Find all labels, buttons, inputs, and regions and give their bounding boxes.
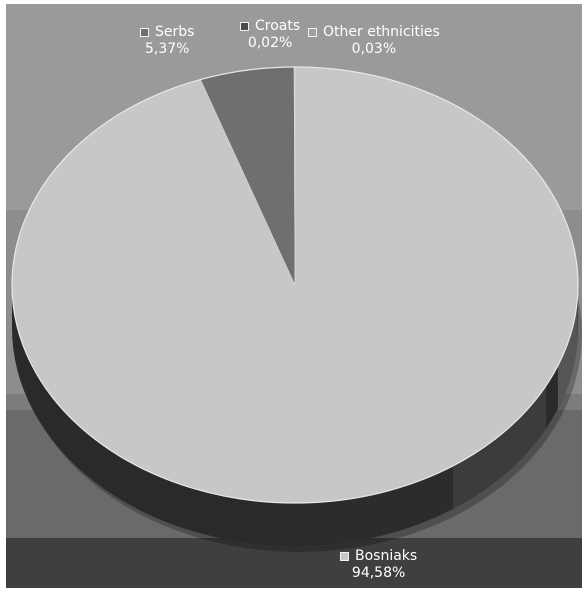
- data-label-serbs: Serbs 5,37%: [140, 24, 194, 58]
- label-name: Serbs: [155, 24, 195, 40]
- label-name: Croats: [255, 18, 301, 34]
- pie-side-shade: [334, 465, 453, 544]
- pie-rim: [11, 66, 579, 504]
- label-name: Other ethnicities: [323, 24, 440, 40]
- swatch-serbs: [140, 28, 149, 37]
- data-label-other-ethnicities: Other ethnicities 0,03%: [308, 24, 440, 58]
- data-label-croats: Croats 0,02%: [240, 18, 300, 52]
- data-label-bosniaks: Bosniaks 94,58%: [340, 548, 417, 582]
- pie-side-shade: [557, 295, 578, 409]
- label-value: 0,02%: [247, 35, 293, 51]
- swatch-other-ethnicities: [308, 28, 317, 37]
- background-band: [6, 538, 582, 588]
- pie-side-shade: [452, 385, 547, 509]
- swatch-croats: [240, 22, 249, 31]
- label-value: 94,58%: [351, 565, 406, 581]
- swatch-bosniaks: [340, 552, 349, 561]
- label-name: Bosniaks: [355, 548, 418, 564]
- label-value: 0,03%: [351, 41, 397, 57]
- label-value: 5,37%: [144, 41, 190, 57]
